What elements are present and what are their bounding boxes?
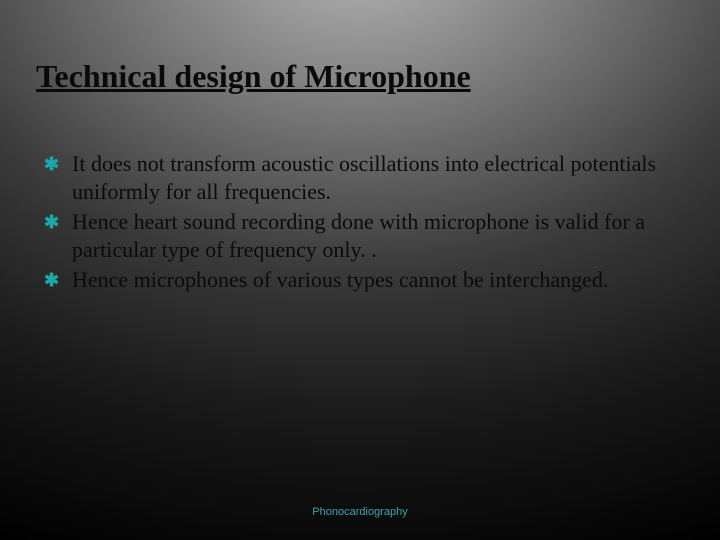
slide-content: ✱ It does not transform acoustic oscilla… (44, 150, 684, 296)
slide: Technical design of Microphone ✱ It does… (0, 0, 720, 540)
bullet-item: ✱ It does not transform acoustic oscilla… (44, 150, 684, 206)
bullet-icon: ✱ (44, 266, 72, 294)
slide-footer: Phonocardiography (0, 506, 720, 518)
bullet-text: It does not transform acoustic oscillati… (72, 150, 684, 206)
bullet-item: ✱ Hence microphones of various types can… (44, 266, 684, 294)
bullet-text: Hence microphones of various types canno… (72, 266, 684, 294)
bullet-item: ✱ Hence heart sound recording done with … (44, 208, 684, 264)
bullet-icon: ✱ (44, 150, 72, 178)
bullet-text: Hence heart sound recording done with mi… (72, 208, 684, 264)
bullet-icon: ✱ (44, 208, 72, 236)
slide-title: Technical design of Microphone (36, 58, 471, 95)
